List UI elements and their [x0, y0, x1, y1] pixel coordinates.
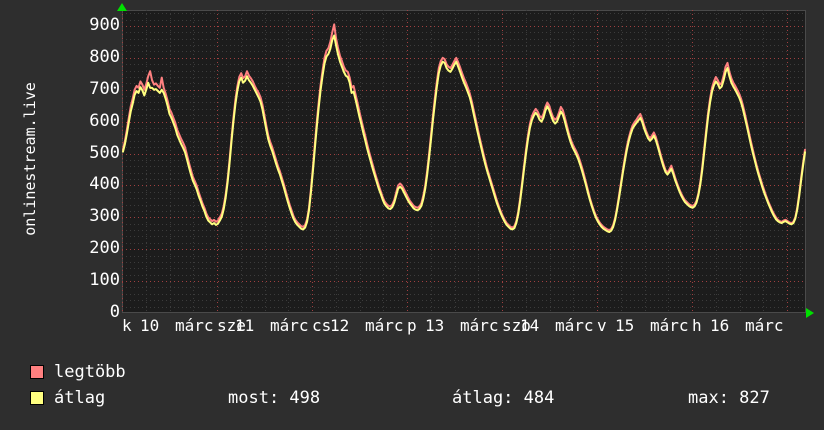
legend-swatch-atlag [30, 391, 44, 405]
y-tick-500: 500 [89, 142, 120, 163]
x-tick-date-3: 13 [425, 316, 445, 335]
x-tick-dow-3: p [407, 316, 417, 335]
x-tick-dow-2: cs [312, 316, 332, 335]
y-tick-900: 900 [89, 14, 120, 35]
x-tick-date-1: 11 [235, 316, 255, 335]
y-tick-200: 200 [89, 238, 120, 259]
x-tick-date-4: 14 [520, 316, 540, 335]
legend-label-legtobb: legtöbb [54, 362, 126, 382]
chart-legend: legtöbb átlag most: 498 átlag: 484 max: … [0, 358, 824, 428]
x-tick-dow-0: k [122, 316, 132, 335]
stat-maximum: max: 827 [688, 388, 770, 408]
legend-swatch-legtobb [30, 365, 44, 379]
plot-area [122, 10, 806, 313]
x-tick-date-5: 15 [615, 316, 635, 335]
y-tick-300: 300 [89, 206, 120, 227]
x-tick-month-1: márc [270, 316, 309, 335]
y-tick-400: 400 [89, 174, 120, 195]
x-axis-tick-labels: k 10 márc sze 11 márc cs 12 márc p 13 márc szo 14 márc… [0, 316, 824, 340]
y-axis-title: onlinestream.live [21, 82, 39, 236]
stat-average: átlag: 484 [452, 388, 555, 408]
y-axis-arrow-icon [117, 3, 127, 11]
chart-canvas [122, 10, 806, 313]
legend-label-atlag: átlag [54, 388, 106, 408]
x-tick-dow-5: v [597, 316, 607, 335]
y-tick-0: 0 [109, 302, 120, 322]
x-tick-month-6: márc [745, 316, 784, 335]
x-tick-month-3: márc [460, 316, 499, 335]
x-tick-date-6: 16 [710, 316, 730, 335]
x-tick-month-4: márc [555, 316, 594, 335]
x-axis-arrow-icon [806, 308, 814, 318]
x-tick-dow-1: sze [217, 316, 246, 335]
x-tick-month-0: márc [175, 316, 214, 335]
y-axis-tick-labels: 0 100 200 300 400 500 600 700 800 900 [58, 0, 120, 330]
x-tick-date-2: 12 [330, 316, 350, 335]
y-tick-800: 800 [89, 46, 120, 67]
x-tick-month-2: márc [365, 316, 404, 335]
stat-current: most: 498 [228, 388, 321, 408]
y-tick-700: 700 [89, 78, 120, 99]
y-tick-600: 600 [89, 110, 120, 131]
x-tick-month-5: márc [650, 316, 689, 335]
y-tick-100: 100 [89, 270, 120, 291]
x-tick-dow-6: h [692, 316, 702, 335]
x-tick-dow-4: szo [502, 316, 531, 335]
x-tick-date-0: 10 [140, 316, 160, 335]
